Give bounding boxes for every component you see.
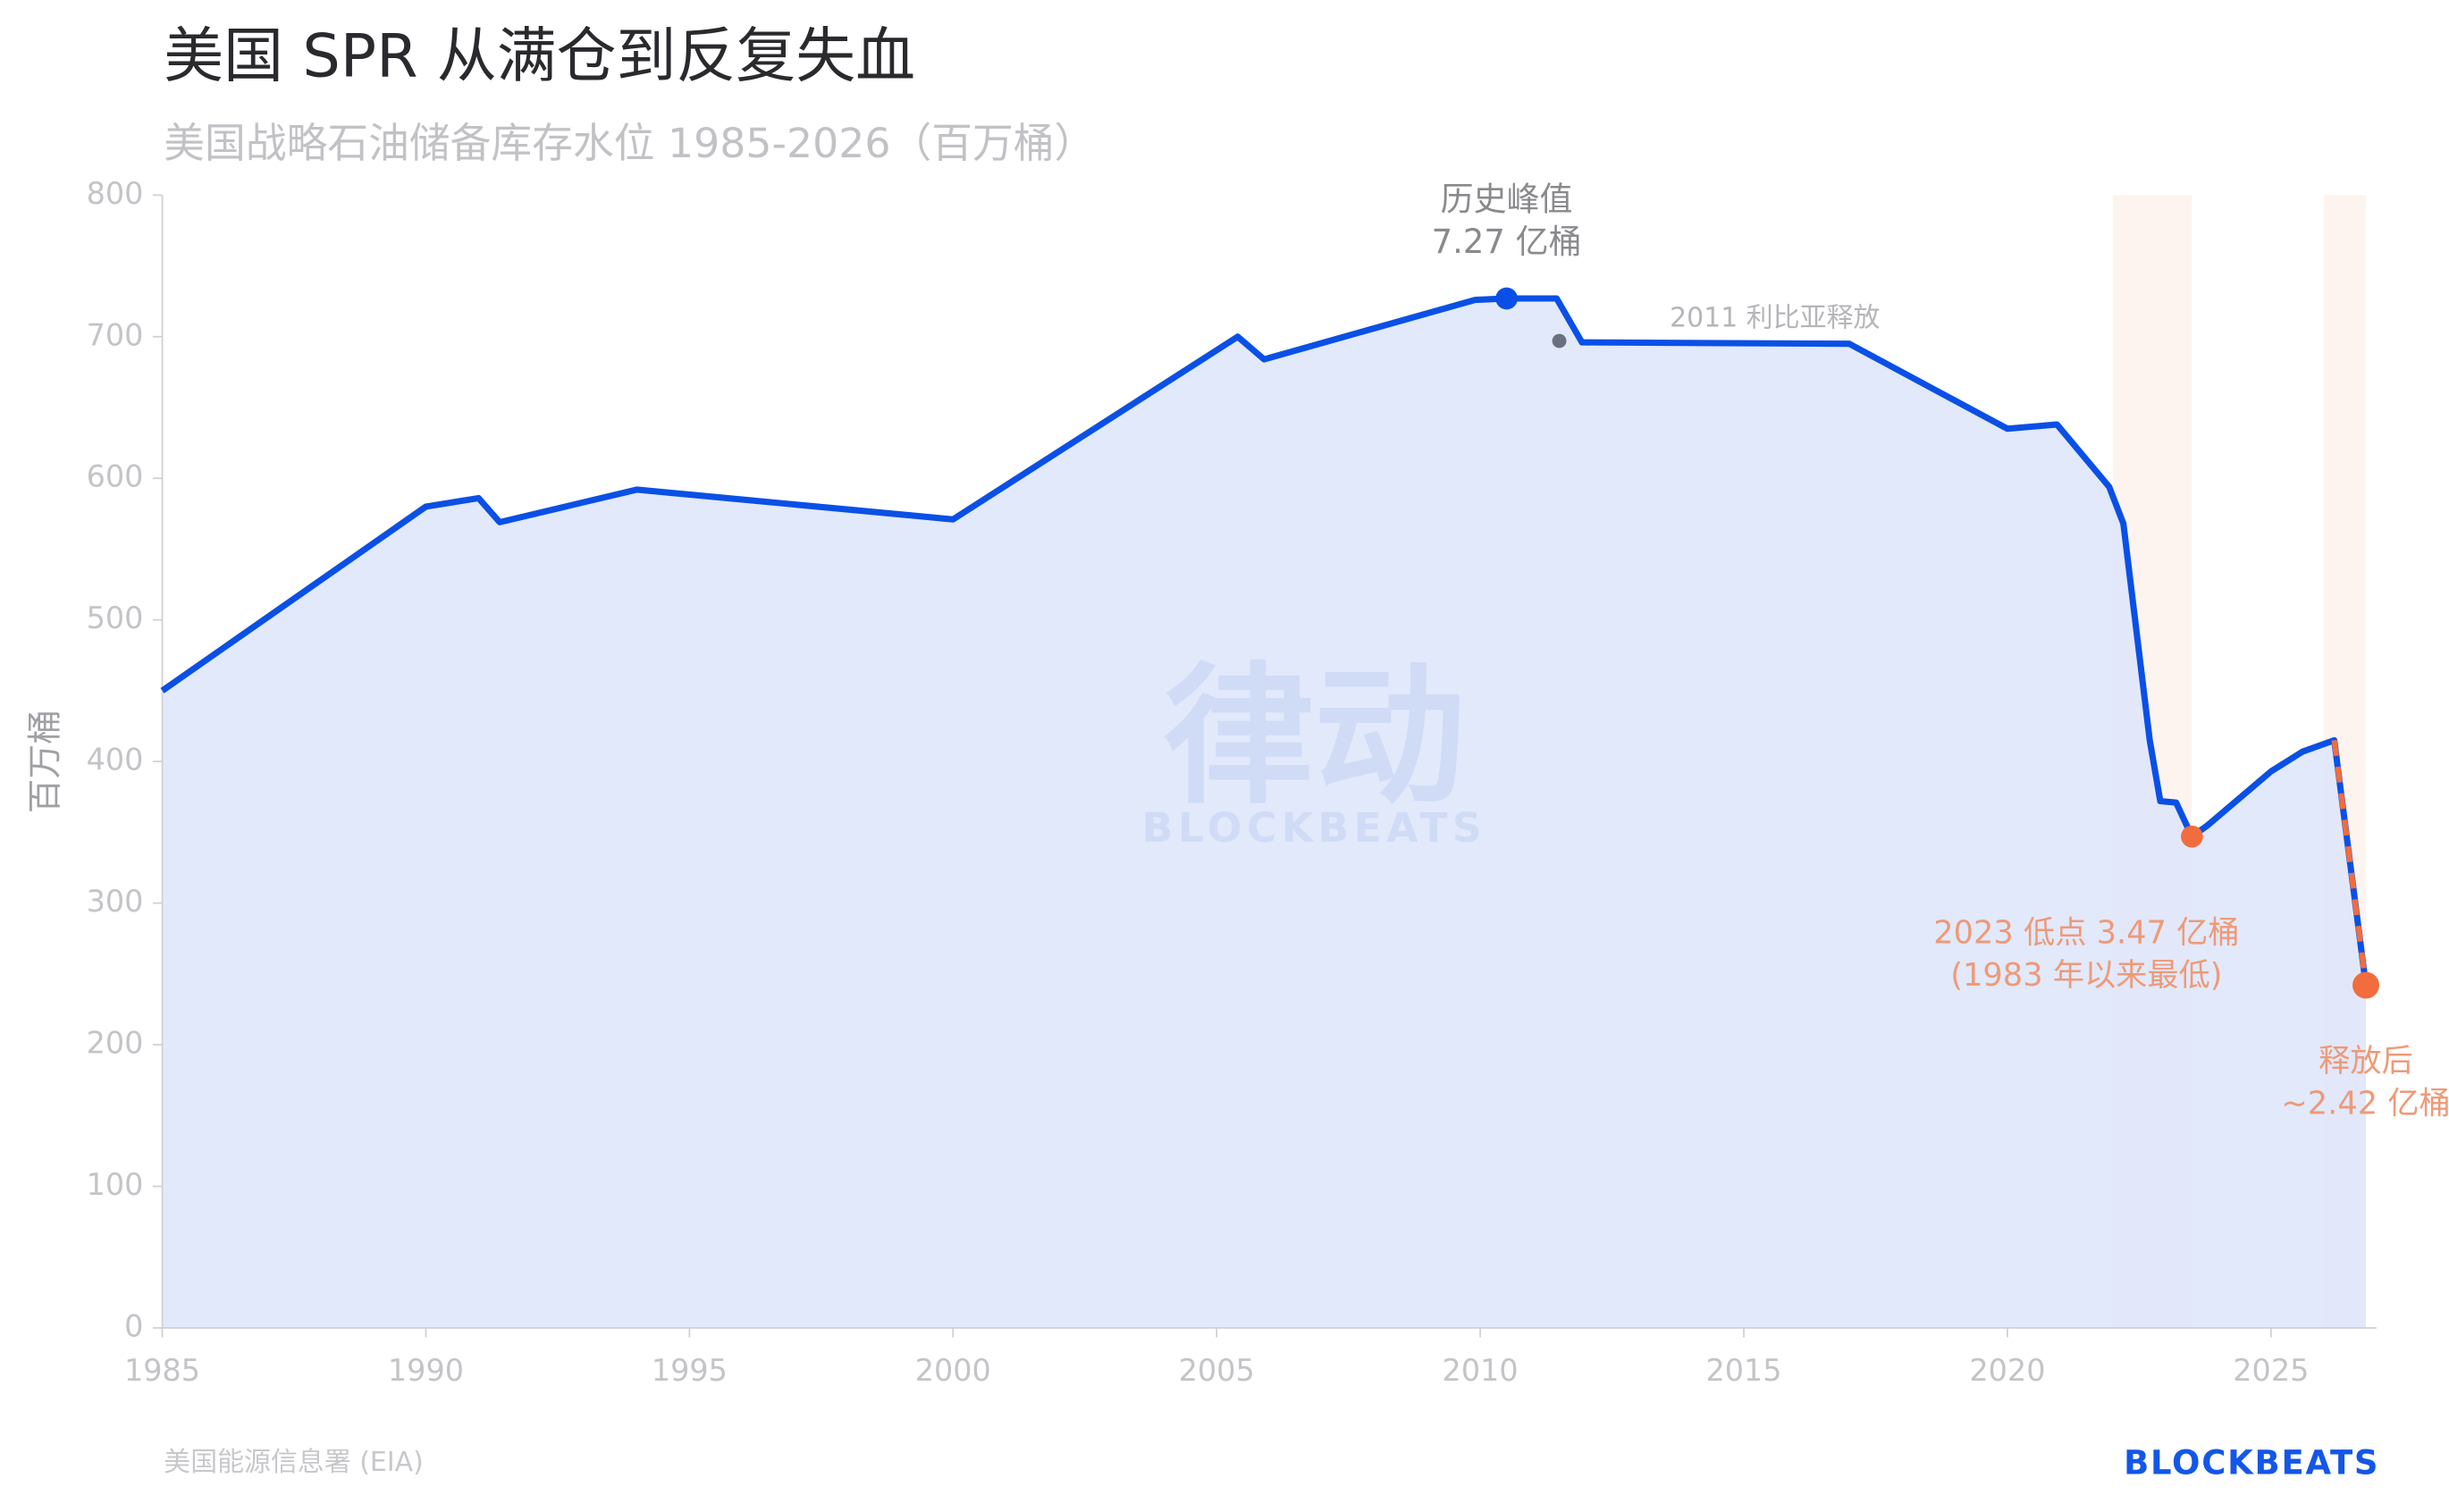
annotation-marker: [1495, 287, 1518, 310]
chart-subtitle: 美国战略石油储备库存水位 1985-2026（百万桶）: [164, 120, 1095, 167]
annotation-marker: [2181, 825, 2203, 848]
x-tick-label: 2020: [1969, 1353, 2045, 1388]
x-tick-label: 2025: [2233, 1353, 2309, 1388]
area: [162, 298, 2367, 1329]
annotation-marker: [1552, 333, 1567, 349]
projection-line: [2331, 739, 2369, 986]
chart-title: 美国 SPR 从满仓到反复失血: [164, 21, 915, 90]
annotation-text: 历史峰值: [1441, 180, 1573, 218]
y-tick-label: 0: [124, 1309, 143, 1344]
x-tick-label: 2005: [1179, 1353, 1255, 1388]
x-tick-label: 2015: [1705, 1353, 1781, 1388]
y-tick-label: 700: [87, 317, 144, 352]
x-tick-label: 1990: [388, 1353, 464, 1388]
y-tick-label: 800: [87, 176, 144, 211]
source: 美国能源信息署 (EIA): [164, 1447, 424, 1478]
y-tick-label: 200: [87, 1026, 144, 1061]
annotation-text: 2011 利比亚释放: [1670, 302, 1880, 333]
annotation-text: 释放后: [2319, 1043, 2413, 1079]
x-tick-label: 2010: [1443, 1353, 1519, 1388]
annotation-text: 2023 低点 3.47 亿桶: [1933, 914, 2239, 951]
x-tick-label: 1985: [124, 1353, 200, 1388]
y-axis-label: 百万桶: [26, 710, 66, 813]
y-tick-label: 600: [87, 459, 144, 494]
annotation-text: (1983 年以来最低): [1950, 957, 2222, 994]
annotation-marker: [2352, 971, 2379, 999]
x-tick-label: 2000: [915, 1353, 991, 1388]
watermark: BLOCKBEATS: [1142, 804, 1486, 852]
y-tick-label: 300: [87, 884, 144, 919]
annotation-text: 7.27 亿桶: [1432, 223, 1582, 261]
y-tick-label: 500: [87, 601, 144, 635]
logo: BLOCKBEATS: [2124, 1444, 2379, 1483]
y-tick-label: 100: [87, 1167, 144, 1202]
line: [160, 295, 2369, 986]
annotation-text: ~2.42 亿桶: [2281, 1085, 2449, 1121]
y-tick-label: 400: [87, 743, 144, 777]
watermark: 律动: [1163, 649, 1465, 825]
x-tick-label: 1995: [652, 1353, 728, 1388]
